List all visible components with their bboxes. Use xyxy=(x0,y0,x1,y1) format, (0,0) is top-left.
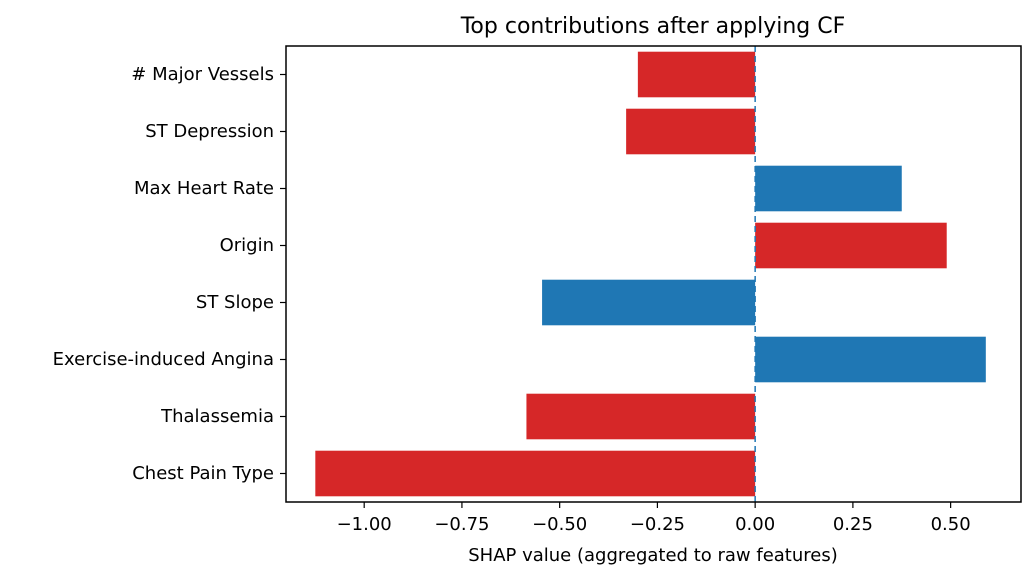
bar-major-vessels xyxy=(637,51,756,98)
x-axis: −1.00 −0.75 −0.50 −0.25 0.00 0.25 0.50 xyxy=(337,502,971,535)
x-tick-label: 0.25 xyxy=(833,514,873,535)
y-tick-label: Exercise-induced Angina xyxy=(53,349,274,370)
x-tick-label: −0.50 xyxy=(532,514,587,535)
x-axis-label: SHAP value (aggregated to raw features) xyxy=(468,545,838,566)
x-tick-label: 0.50 xyxy=(931,514,971,535)
bar-origin xyxy=(755,222,947,269)
bar-thalassemia xyxy=(526,393,756,440)
x-tick-label: 0.00 xyxy=(735,514,775,535)
plot-frame xyxy=(285,45,1022,503)
bars-group xyxy=(315,51,986,497)
y-tick-label: Max Heart Rate xyxy=(134,178,274,199)
bar-exercise-induced-angina xyxy=(755,336,986,383)
bar-max-heart-rate xyxy=(755,165,902,212)
y-tick-label: ST Slope xyxy=(196,292,274,313)
x-tick-label: −1.00 xyxy=(337,514,392,535)
y-tick-label: # Major Vessels xyxy=(131,64,274,85)
x-tick-label: −0.75 xyxy=(434,514,489,535)
y-tick-label: Origin xyxy=(220,235,274,256)
y-tick-label: Thalassemia xyxy=(160,406,274,427)
bar-chest-pain-type xyxy=(315,450,756,497)
y-tick-label: ST Depression xyxy=(145,121,274,142)
y-tick-label: Chest Pain Type xyxy=(132,463,274,484)
bar-st-depression xyxy=(626,108,756,155)
bar-st-slope xyxy=(542,279,756,326)
x-tick-label: −0.25 xyxy=(630,514,685,535)
chart-title: Top contributions after applying CF xyxy=(460,14,846,39)
y-axis: # Major Vessels ST Depression Max Heart Ra… xyxy=(53,64,286,484)
